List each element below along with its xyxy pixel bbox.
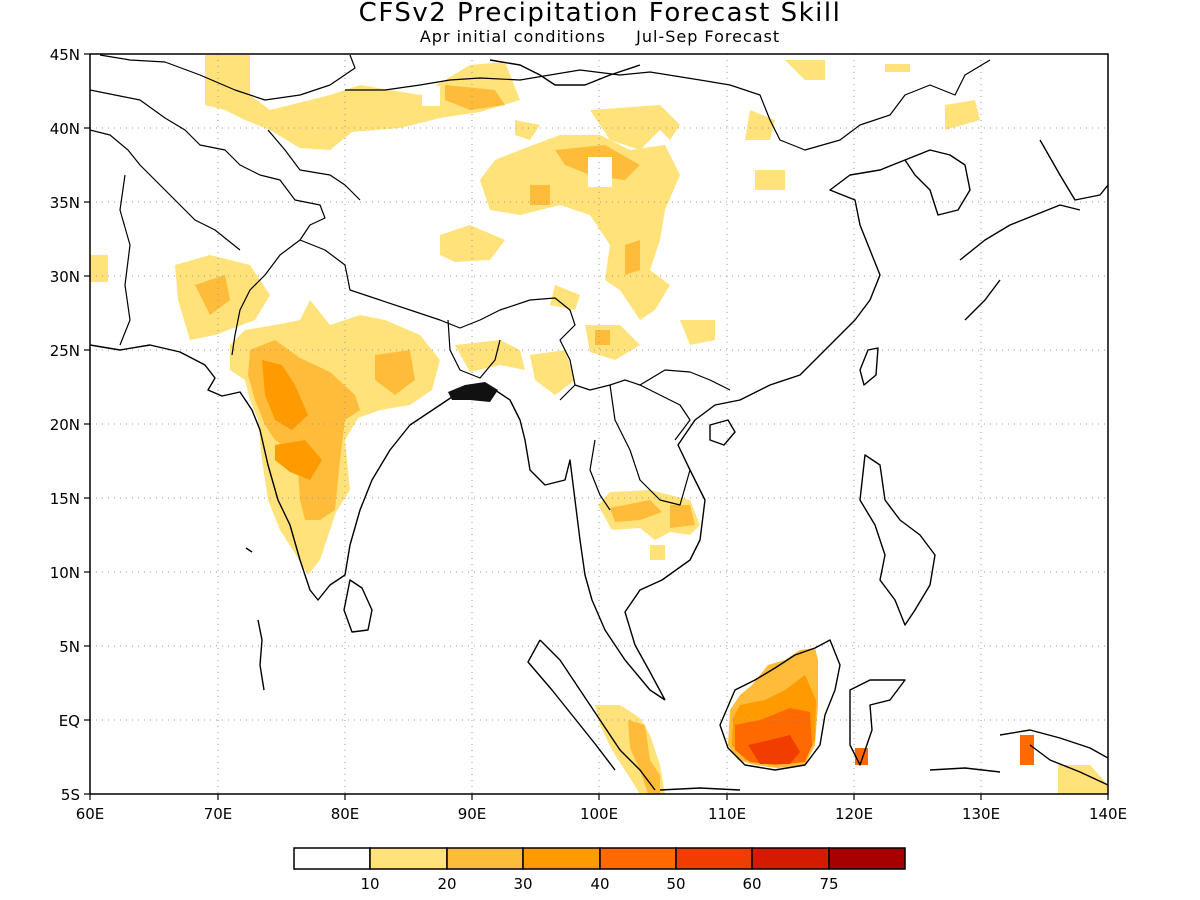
- lat-tick-label: EQ: [59, 712, 80, 730]
- lon-tick-label: 130E: [962, 805, 1000, 823]
- lat-tick-label: 5S: [61, 786, 80, 804]
- tick-marks: [84, 53, 1109, 800]
- lon-tick-label: 110E: [708, 805, 746, 823]
- lat-tick-label: 15N: [50, 490, 80, 508]
- lon-tick-label: 60E: [76, 805, 105, 823]
- latitude-labels: 45N 40N 35N 30N 25N 20N 15N 10N 5N EQ 5S: [50, 46, 80, 804]
- lat-tick-label: 35N: [50, 194, 80, 212]
- subtitle-initial-conditions: Apr initial conditions: [419, 27, 607, 46]
- skill-shading: [90, 55, 1108, 794]
- lat-tick-label: 10N: [50, 564, 80, 582]
- longitude-labels: 60E 70E 80E 90E 100E 110E 120E 130E 140E: [76, 805, 1127, 823]
- legend-label: 50: [666, 875, 685, 893]
- legend-swatch: [293, 847, 371, 870]
- lat-tick-label: 40N: [50, 120, 80, 138]
- ganges-delta: [448, 382, 498, 402]
- lon-tick-label: 100E: [580, 805, 618, 823]
- legend-swatch: [446, 847, 524, 870]
- lat-tick-label: 30N: [50, 268, 80, 286]
- legend-swatch: [522, 847, 601, 870]
- map-subtitle: Apr initial conditions Jul-Sep Forecast: [0, 27, 1200, 46]
- lon-tick-label: 140E: [1089, 805, 1127, 823]
- legend-swatch: [369, 847, 448, 870]
- subtitle-forecast-period: Jul-Sep Forecast: [636, 27, 781, 46]
- legend-label: 20: [437, 875, 456, 893]
- legend-swatch: [675, 847, 753, 870]
- color-legend: 10 20 30 40 50 60 75: [293, 847, 906, 893]
- legend-label: 40: [590, 875, 609, 893]
- legend-label: 60: [742, 875, 761, 893]
- legend-swatch: [828, 847, 906, 870]
- map-title: CFSv2 Precipitation Forecast Skill: [358, 0, 842, 28]
- legend-label: 75: [819, 875, 838, 893]
- lon-tick-label: 80E: [331, 805, 360, 823]
- lat-tick-label: 5N: [59, 638, 80, 656]
- lat-tick-label: 20N: [50, 416, 80, 434]
- lon-tick-label: 120E: [835, 805, 873, 823]
- lon-tick-label: 90E: [458, 805, 487, 823]
- legend-swatch: [751, 847, 830, 870]
- lat-tick-label: 45N: [50, 46, 80, 64]
- legend-label: 10: [360, 875, 379, 893]
- legend-label: 30: [513, 875, 532, 893]
- country-borders: [90, 54, 991, 511]
- lat-tick-label: 25N: [50, 342, 80, 360]
- coastlines: [90, 59, 1108, 791]
- legend-swatch: [599, 847, 677, 870]
- lon-tick-label: 70E: [204, 805, 233, 823]
